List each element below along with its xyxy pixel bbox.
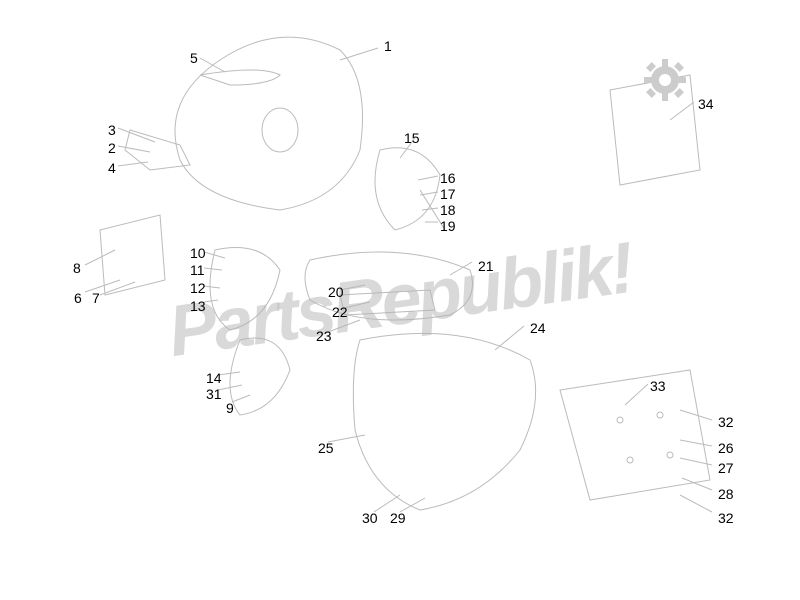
callout-23: 23	[316, 328, 332, 344]
callout-3: 3	[108, 122, 116, 138]
callout-32: 32	[718, 414, 734, 430]
callout-4: 4	[108, 160, 116, 176]
callout-22: 22	[332, 304, 348, 320]
callout-21: 21	[478, 258, 494, 274]
parts-diagram: PartsRepublik! 1234567891011121314151617…	[0, 0, 800, 600]
callout-20: 20	[328, 284, 344, 300]
callout-2: 2	[108, 140, 116, 156]
callout-16: 16	[440, 170, 456, 186]
callout-11: 11	[190, 262, 205, 278]
gear-icon	[640, 55, 690, 105]
callout-13: 13	[190, 298, 206, 314]
callout-18: 18	[440, 202, 456, 218]
callout-9: 9	[226, 400, 234, 416]
callout-30: 30	[362, 510, 378, 526]
callout-26: 26	[718, 440, 734, 456]
callout-28: 28	[718, 486, 734, 502]
callout-32b: 32	[718, 510, 734, 526]
callout-6: 6	[74, 290, 82, 306]
callout-27: 27	[718, 460, 734, 476]
callout-15: 15	[404, 130, 420, 146]
callout-24: 24	[530, 320, 546, 336]
callout-31: 31	[206, 386, 222, 402]
callout-14: 14	[206, 370, 222, 386]
callout-33: 33	[650, 378, 666, 394]
callout-19: 19	[440, 218, 456, 234]
callout-1: 1	[384, 38, 392, 54]
callout-12: 12	[190, 280, 206, 296]
callout-29: 29	[390, 510, 406, 526]
callout-17: 17	[440, 186, 456, 202]
callout-7: 7	[92, 290, 100, 306]
callout-10: 10	[190, 245, 206, 261]
callout-5: 5	[190, 50, 198, 66]
callout-8: 8	[73, 260, 81, 276]
callout-34: 34	[698, 96, 714, 112]
callout-25: 25	[318, 440, 334, 456]
